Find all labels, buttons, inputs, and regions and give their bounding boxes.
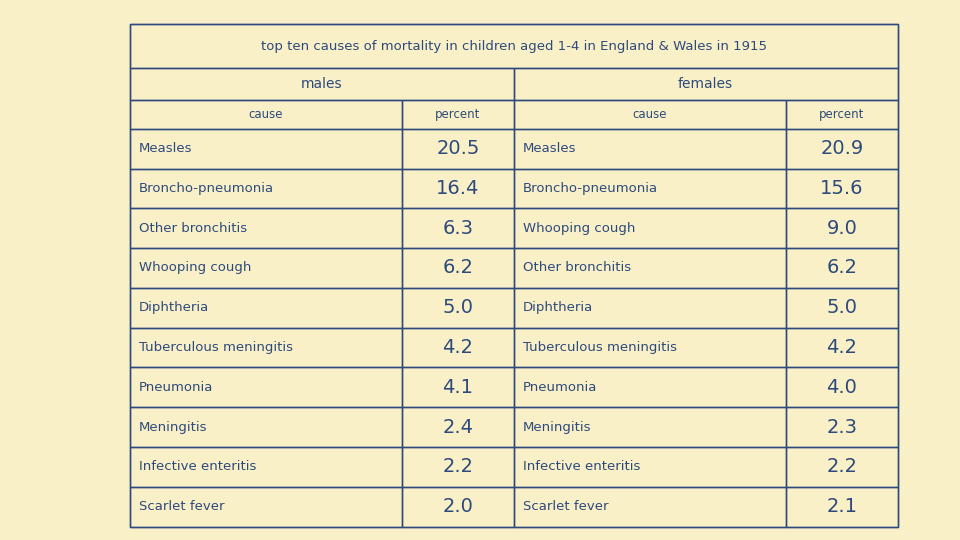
Text: 2.4: 2.4 xyxy=(443,417,473,436)
Bar xyxy=(514,487,786,526)
Bar xyxy=(786,100,898,129)
Text: 16.4: 16.4 xyxy=(436,179,480,198)
Bar xyxy=(786,208,898,248)
Bar xyxy=(514,248,786,288)
Text: Scarlet fever: Scarlet fever xyxy=(139,500,225,513)
Bar xyxy=(514,447,786,487)
Bar xyxy=(514,328,786,367)
Text: Measles: Measles xyxy=(139,142,193,155)
Bar xyxy=(130,69,514,100)
Text: Tuberculous meningitis: Tuberculous meningitis xyxy=(523,341,677,354)
Text: cause: cause xyxy=(633,107,667,121)
Bar xyxy=(402,288,514,328)
Text: Pneumonia: Pneumonia xyxy=(523,381,597,394)
Bar xyxy=(786,328,898,367)
Text: Diphtheria: Diphtheria xyxy=(523,301,593,314)
Bar xyxy=(402,100,514,129)
Text: 5.0: 5.0 xyxy=(827,298,857,317)
Bar xyxy=(402,447,514,487)
Text: 5.0: 5.0 xyxy=(443,298,473,317)
Text: top ten causes of mortality in children aged 1-4 in England & Wales in 1915: top ten causes of mortality in children … xyxy=(260,40,767,53)
Bar xyxy=(402,168,514,208)
Text: cause: cause xyxy=(249,107,283,121)
Text: Meningitis: Meningitis xyxy=(523,421,591,434)
Bar xyxy=(402,248,514,288)
Bar xyxy=(130,100,402,129)
Bar xyxy=(786,487,898,526)
Bar xyxy=(130,367,402,407)
Bar xyxy=(130,447,402,487)
Text: Tuberculous meningitis: Tuberculous meningitis xyxy=(139,341,293,354)
Text: Infective enteritis: Infective enteritis xyxy=(139,460,256,474)
Text: Pneumonia: Pneumonia xyxy=(139,381,213,394)
Text: 6.2: 6.2 xyxy=(827,259,857,278)
Bar xyxy=(514,367,786,407)
Bar xyxy=(786,288,898,328)
Text: 4.0: 4.0 xyxy=(827,378,857,397)
Text: 15.6: 15.6 xyxy=(820,179,864,198)
Text: percent: percent xyxy=(819,107,865,121)
Bar xyxy=(130,24,898,526)
Bar xyxy=(130,168,402,208)
Text: 20.9: 20.9 xyxy=(820,139,864,158)
Bar xyxy=(786,367,898,407)
Text: 6.2: 6.2 xyxy=(443,259,473,278)
Text: Whooping cough: Whooping cough xyxy=(523,222,636,235)
Bar xyxy=(402,367,514,407)
Text: 2.0: 2.0 xyxy=(443,497,473,516)
Bar xyxy=(786,407,898,447)
Bar xyxy=(402,208,514,248)
Bar xyxy=(130,24,898,69)
Bar xyxy=(402,328,514,367)
Bar xyxy=(514,288,786,328)
Bar xyxy=(514,168,786,208)
Text: Other bronchitis: Other bronchitis xyxy=(523,261,632,274)
Text: Diphtheria: Diphtheria xyxy=(139,301,209,314)
Bar xyxy=(130,487,402,526)
Bar xyxy=(402,407,514,447)
Text: percent: percent xyxy=(435,107,481,121)
Bar xyxy=(514,69,898,100)
Text: 4.2: 4.2 xyxy=(827,338,857,357)
Bar xyxy=(402,487,514,526)
Text: 20.5: 20.5 xyxy=(436,139,480,158)
Bar xyxy=(130,208,402,248)
Text: Meningitis: Meningitis xyxy=(139,421,207,434)
Bar xyxy=(130,248,402,288)
Text: males: males xyxy=(300,77,343,91)
Text: 6.3: 6.3 xyxy=(443,219,473,238)
Text: Infective enteritis: Infective enteritis xyxy=(523,460,640,474)
Bar xyxy=(786,248,898,288)
Bar xyxy=(130,288,402,328)
Text: females: females xyxy=(678,77,733,91)
Text: 9.0: 9.0 xyxy=(827,219,857,238)
Bar xyxy=(514,208,786,248)
Text: Broncho-pneumonia: Broncho-pneumonia xyxy=(523,182,659,195)
Text: Scarlet fever: Scarlet fever xyxy=(523,500,609,513)
Text: Measles: Measles xyxy=(523,142,577,155)
Text: Whooping cough: Whooping cough xyxy=(139,261,252,274)
Bar xyxy=(786,447,898,487)
Text: 2.2: 2.2 xyxy=(827,457,857,476)
Bar xyxy=(514,100,786,129)
Bar xyxy=(130,407,402,447)
Text: Other bronchitis: Other bronchitis xyxy=(139,222,248,235)
Text: 2.3: 2.3 xyxy=(827,417,857,436)
Bar xyxy=(130,328,402,367)
Bar xyxy=(130,129,402,168)
Bar xyxy=(402,129,514,168)
Text: 4.2: 4.2 xyxy=(443,338,473,357)
Text: 4.1: 4.1 xyxy=(443,378,473,397)
Bar xyxy=(786,168,898,208)
Bar xyxy=(786,129,898,168)
Text: Broncho-pneumonia: Broncho-pneumonia xyxy=(139,182,275,195)
Bar xyxy=(514,129,786,168)
Bar xyxy=(514,407,786,447)
Text: 2.1: 2.1 xyxy=(827,497,857,516)
Text: 2.2: 2.2 xyxy=(443,457,473,476)
